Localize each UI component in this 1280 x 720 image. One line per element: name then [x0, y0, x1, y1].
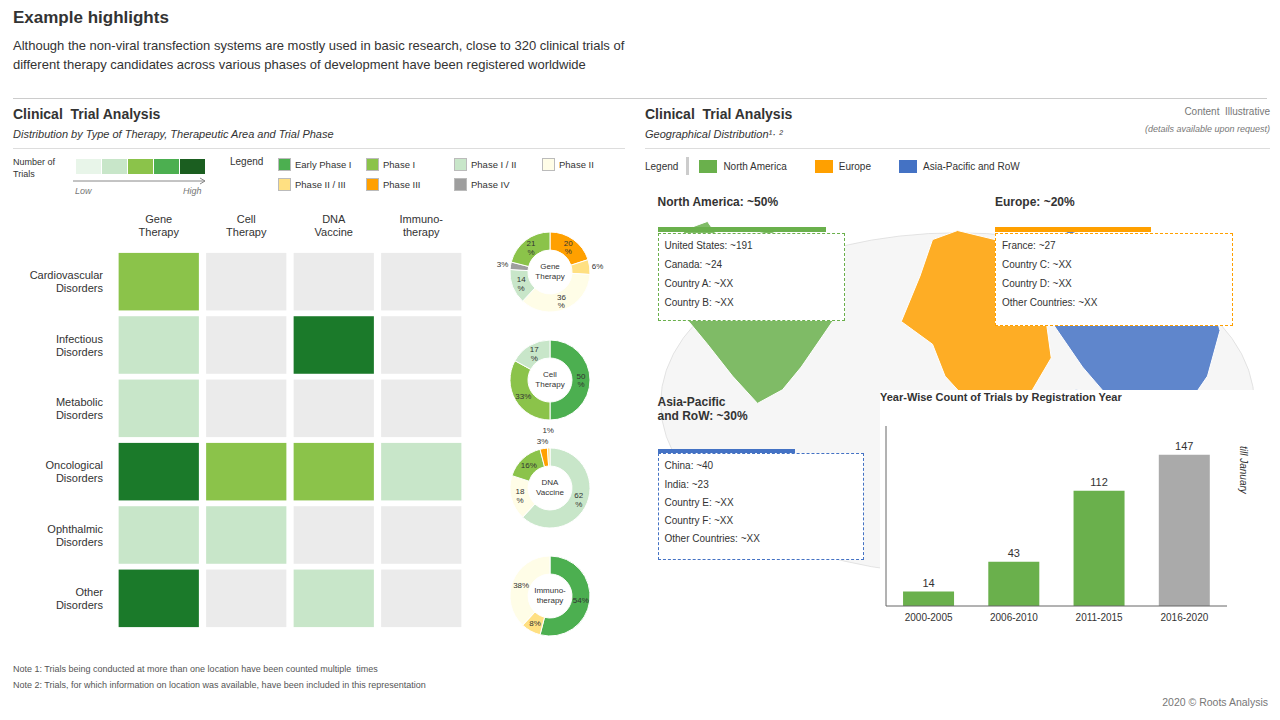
html-text:Immuno- therapy: Immuno- therapy — [534, 586, 566, 605]
html-text:North America: North America — [723, 160, 787, 172]
svg-text:2016-2020: 2016-2020 — [1160, 612, 1208, 623]
svg-text:112: 112 — [1090, 476, 1108, 488]
svg-text:2011-2015: 2011-2015 — [1076, 612, 1124, 623]
svg-text:16%: 16% — [521, 461, 537, 470]
html-text:Note 2: Trials, for which info: Note 2: Trials, for which information on… — [13, 680, 426, 690]
svg-text:OtherDisorders: OtherDisorders — [56, 586, 104, 611]
html-text:Although the non-viral transfe: Although the non-viral transfection syst… — [13, 38, 625, 72]
html-text:Number of Trials: Number of Trials — [13, 157, 55, 179]
svg-text:54%: 54% — [573, 596, 589, 605]
svg-text:3%: 3% — [497, 260, 509, 269]
svg-text:OphthalmicDisorders: OphthalmicDisorders — [47, 523, 103, 548]
html-text:High: High — [183, 186, 202, 196]
html-text:Other Countries: ~XX: Other Countries: ~XX — [664, 533, 760, 545]
html-text:Year-Wise Count of Trials by R: Year-Wise Count of Trials by Registratio… — [880, 391, 1122, 403]
html-text:Country D: ~XX: Country D: ~XX — [1002, 278, 1072, 289]
html-text:Clinical Trial Analysis: Clinical Trial Analysis — [13, 106, 161, 122]
svg-text:DNAVaccine: DNAVaccine — [315, 213, 353, 238]
svg-text:OncologicalDisorders: OncologicalDisorders — [46, 459, 104, 484]
html-text:Legend: Legend — [230, 156, 264, 167]
svg-text:62%: 62% — [574, 491, 583, 509]
svg-text:InfectiousDisorders: InfectiousDisorders — [56, 333, 104, 358]
svg-text:17%: 17% — [530, 345, 539, 363]
html-text:North America: ~50%: North America: ~50% — [657, 194, 779, 209]
html-text:Country F: ~XX: Country F: ~XX — [664, 515, 734, 526]
html-text:Phase II / III: Phase II / III — [295, 179, 346, 190]
svg-text:33%: 33% — [515, 392, 531, 401]
html-text:Phase I: Phase I — [383, 159, 416, 170]
svg-text:8%: 8% — [529, 619, 541, 628]
html-text:Europe: Europe — [838, 160, 871, 172]
svg-text:6%: 6% — [592, 262, 604, 271]
html-text:till January: till January — [1238, 446, 1249, 494]
html-text:Asia-Pacific and RoW: Asia-Pacific and RoW — [923, 160, 1020, 172]
svg-text:CellTherapy: CellTherapy — [226, 213, 267, 238]
html-text:Clinical Trial Analysis: Clinical Trial Analysis — [645, 106, 793, 122]
html-text:Phase III: Phase III — [383, 179, 421, 190]
html-text:Content Illustrative: Content Illustrative — [1184, 106, 1270, 117]
html-text:(details available upon reques: (details available upon request) — [1144, 124, 1270, 134]
html-text:Cell Therapy: Cell Therapy — [535, 370, 565, 389]
svg-text:38%: 38% — [513, 581, 529, 590]
html-text:Asia-Pacific and RoW: ~30%: Asia-Pacific and RoW: ~30% — [657, 395, 748, 423]
svg-text:20%: 20% — [564, 239, 573, 257]
html-text:Country B: ~XX: Country B: ~XX — [664, 297, 734, 309]
svg-text:2006-2010: 2006-2010 — [990, 612, 1038, 623]
svg-text:1%: 1% — [542, 426, 554, 435]
svg-text:14: 14 — [922, 577, 934, 589]
html-text:France: ~27: France: ~27 — [1002, 239, 1056, 251]
html-text:India: ~23: India: ~23 — [664, 478, 709, 490]
html-text:Distribution by Type of Therap: Distribution by Type of Therapy, Therape… — [13, 128, 334, 140]
html-text:Note 1: Trials being conducted: Note 1: Trials being conducted at more t… — [13, 664, 378, 674]
html-text:Legend: Legend — [645, 160, 679, 172]
svg-text:14%: 14% — [517, 275, 526, 293]
html-text:China: ~40: China: ~40 — [664, 460, 714, 472]
html-text:DNA Vaccine: DNA Vaccine — [536, 478, 564, 497]
html-text:Phase IV: Phase IV — [471, 179, 510, 190]
html-text:Gene Therapy: Gene Therapy — [535, 262, 565, 281]
html-text:2020 © Roots Analysis: 2020 © Roots Analysis — [1162, 696, 1268, 708]
html-text:Country E: ~XX: Country E: ~XX — [664, 496, 734, 508]
html-text:Phase I / II: Phase I / II — [471, 159, 517, 170]
svg-text:3%: 3% — [537, 437, 549, 446]
svg-text:2000-2005: 2000-2005 — [905, 612, 953, 623]
html-text:Geographical Distribution¹· ²: Geographical Distribution¹· ² — [645, 128, 783, 140]
html-text:Canada: ~24: Canada: ~24 — [664, 258, 723, 270]
html-text:Country A: ~XX: Country A: ~XX — [664, 278, 734, 289]
html-text:Example highlights: Example highlights — [13, 8, 169, 27]
svg-text:147: 147 — [1175, 440, 1193, 452]
html-text:Europe: ~20%: Europe: ~20% — [995, 194, 1075, 209]
svg-text:18%: 18% — [516, 487, 525, 505]
html-text:Low: Low — [75, 186, 92, 196]
svg-text:GeneTherapy: GeneTherapy — [139, 213, 180, 238]
html-text:Country C: ~XX: Country C: ~XX — [1002, 258, 1072, 270]
svg-text:CardiovascularDisorders: CardiovascularDisorders — [30, 269, 104, 294]
html-text:United States: ~191: United States: ~191 — [664, 239, 753, 251]
svg-text:21%: 21% — [527, 239, 536, 257]
svg-text:43: 43 — [1008, 547, 1020, 559]
svg-text:50%: 50% — [577, 372, 586, 390]
html-text:Other Countries: ~XX: Other Countries: ~XX — [1002, 297, 1098, 309]
svg-text:36%: 36% — [557, 293, 566, 311]
html-text:Early Phase I: Early Phase I — [295, 159, 352, 170]
svg-text:MetabolicDisorders: MetabolicDisorders — [56, 396, 104, 421]
html-text:Phase II: Phase II — [559, 159, 594, 170]
svg-text:Immuno-therapy: Immuno-therapy — [400, 213, 444, 238]
